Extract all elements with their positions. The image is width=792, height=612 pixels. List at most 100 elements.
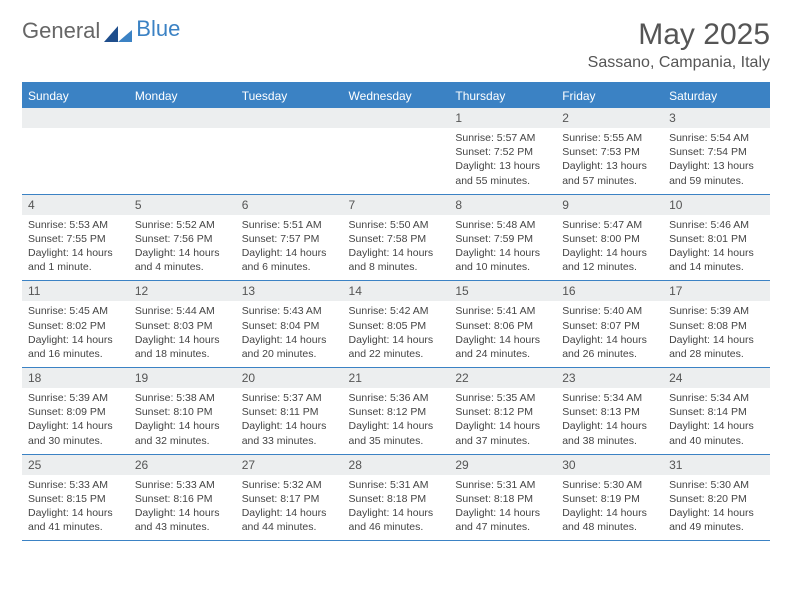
day-number: 8 — [449, 195, 556, 215]
day-number: 19 — [129, 368, 236, 388]
daylight-text: Daylight: 14 hours and 12 minutes. — [562, 246, 657, 274]
day-cell: Sunrise: 5:41 AMSunset: 8:06 PMDaylight:… — [449, 301, 556, 367]
sunrise-text: Sunrise: 5:35 AM — [455, 391, 550, 405]
day-number: 18 — [22, 368, 129, 388]
day-number: 6 — [236, 195, 343, 215]
day-number: 28 — [343, 455, 450, 475]
day-cell: Sunrise: 5:57 AMSunset: 7:52 PMDaylight:… — [449, 128, 556, 194]
day-number: 1 — [449, 108, 556, 128]
day-cell: Sunrise: 5:35 AMSunset: 8:12 PMDaylight:… — [449, 388, 556, 454]
day-cell: Sunrise: 5:30 AMSunset: 8:20 PMDaylight:… — [663, 475, 770, 541]
daylight-text: Daylight: 14 hours and 44 minutes. — [242, 506, 337, 534]
sunset-text: Sunset: 8:07 PM — [562, 319, 657, 333]
day-header: Wednesday — [343, 84, 450, 108]
sunset-text: Sunset: 8:11 PM — [242, 405, 337, 419]
daylight-text: Daylight: 14 hours and 14 minutes. — [669, 246, 764, 274]
content-row: Sunrise: 5:33 AMSunset: 8:15 PMDaylight:… — [22, 475, 770, 541]
day-cell: Sunrise: 5:30 AMSunset: 8:19 PMDaylight:… — [556, 475, 663, 541]
header: General Blue May 2025 Sassano, Campania,… — [22, 18, 770, 72]
daylight-text: Daylight: 13 hours and 59 minutes. — [669, 159, 764, 187]
day-header: Monday — [129, 84, 236, 108]
daylight-text: Daylight: 14 hours and 1 minute. — [28, 246, 123, 274]
sunrise-text: Sunrise: 5:45 AM — [28, 304, 123, 318]
daylight-text: Daylight: 14 hours and 22 minutes. — [349, 333, 444, 361]
sunset-text: Sunset: 8:19 PM — [562, 492, 657, 506]
sunrise-text: Sunrise: 5:43 AM — [242, 304, 337, 318]
daylight-text: Daylight: 13 hours and 57 minutes. — [562, 159, 657, 187]
day-number: 4 — [22, 195, 129, 215]
day-cell: Sunrise: 5:36 AMSunset: 8:12 PMDaylight:… — [343, 388, 450, 454]
day-number: 3 — [663, 108, 770, 128]
daylight-text: Daylight: 14 hours and 10 minutes. — [455, 246, 550, 274]
day-cell — [129, 128, 236, 194]
daylight-text: Daylight: 14 hours and 40 minutes. — [669, 419, 764, 447]
daynum-row: 11121314151617 — [22, 281, 770, 301]
sunrise-text: Sunrise: 5:30 AM — [562, 478, 657, 492]
sunset-text: Sunset: 8:18 PM — [455, 492, 550, 506]
week-row: 18192021222324Sunrise: 5:39 AMSunset: 8:… — [22, 368, 770, 455]
day-number: 22 — [449, 368, 556, 388]
day-cell — [236, 128, 343, 194]
sunrise-text: Sunrise: 5:39 AM — [669, 304, 764, 318]
day-number: 30 — [556, 455, 663, 475]
content-row: Sunrise: 5:53 AMSunset: 7:55 PMDaylight:… — [22, 215, 770, 281]
sunrise-text: Sunrise: 5:34 AM — [669, 391, 764, 405]
sunset-text: Sunset: 7:56 PM — [135, 232, 230, 246]
content-row: Sunrise: 5:45 AMSunset: 8:02 PMDaylight:… — [22, 301, 770, 367]
day-number: 31 — [663, 455, 770, 475]
sunrise-text: Sunrise: 5:31 AM — [455, 478, 550, 492]
title-block: May 2025 Sassano, Campania, Italy — [588, 18, 770, 72]
day-cell: Sunrise: 5:31 AMSunset: 8:18 PMDaylight:… — [449, 475, 556, 541]
sunrise-text: Sunrise: 5:39 AM — [28, 391, 123, 405]
sunrise-text: Sunrise: 5:53 AM — [28, 218, 123, 232]
day-number — [22, 108, 129, 128]
day-number: 17 — [663, 281, 770, 301]
content-row: Sunrise: 5:57 AMSunset: 7:52 PMDaylight:… — [22, 128, 770, 194]
day-number: 2 — [556, 108, 663, 128]
daynum-row: 25262728293031 — [22, 455, 770, 475]
day-cell: Sunrise: 5:33 AMSunset: 8:16 PMDaylight:… — [129, 475, 236, 541]
sunrise-text: Sunrise: 5:40 AM — [562, 304, 657, 318]
day-number: 16 — [556, 281, 663, 301]
day-number: 25 — [22, 455, 129, 475]
sunrise-text: Sunrise: 5:52 AM — [135, 218, 230, 232]
day-cell: Sunrise: 5:53 AMSunset: 7:55 PMDaylight:… — [22, 215, 129, 281]
sunset-text: Sunset: 8:08 PM — [669, 319, 764, 333]
logo-text-1: General — [22, 18, 100, 44]
day-number — [129, 108, 236, 128]
day-number: 21 — [343, 368, 450, 388]
sunrise-text: Sunrise: 5:42 AM — [349, 304, 444, 318]
day-cell: Sunrise: 5:46 AMSunset: 8:01 PMDaylight:… — [663, 215, 770, 281]
day-number: 27 — [236, 455, 343, 475]
sunrise-text: Sunrise: 5:48 AM — [455, 218, 550, 232]
day-cell: Sunrise: 5:37 AMSunset: 8:11 PMDaylight:… — [236, 388, 343, 454]
day-cell: Sunrise: 5:40 AMSunset: 8:07 PMDaylight:… — [556, 301, 663, 367]
day-header: Friday — [556, 84, 663, 108]
sunrise-text: Sunrise: 5:47 AM — [562, 218, 657, 232]
sunrise-text: Sunrise: 5:34 AM — [562, 391, 657, 405]
sunrise-text: Sunrise: 5:30 AM — [669, 478, 764, 492]
day-header-row: Sunday Monday Tuesday Wednesday Thursday… — [22, 84, 770, 108]
day-cell: Sunrise: 5:44 AMSunset: 8:03 PMDaylight:… — [129, 301, 236, 367]
sunrise-text: Sunrise: 5:31 AM — [349, 478, 444, 492]
week-row: 11121314151617Sunrise: 5:45 AMSunset: 8:… — [22, 281, 770, 368]
sunset-text: Sunset: 8:01 PM — [669, 232, 764, 246]
daylight-text: Daylight: 13 hours and 55 minutes. — [455, 159, 550, 187]
day-header: Sunday — [22, 84, 129, 108]
daylight-text: Daylight: 14 hours and 47 minutes. — [455, 506, 550, 534]
sunrise-text: Sunrise: 5:51 AM — [242, 218, 337, 232]
sunset-text: Sunset: 8:16 PM — [135, 492, 230, 506]
day-number: 23 — [556, 368, 663, 388]
sunrise-text: Sunrise: 5:55 AM — [562, 131, 657, 145]
daylight-text: Daylight: 14 hours and 6 minutes. — [242, 246, 337, 274]
day-number: 11 — [22, 281, 129, 301]
day-number — [236, 108, 343, 128]
week-row: 25262728293031Sunrise: 5:33 AMSunset: 8:… — [22, 455, 770, 542]
day-cell — [343, 128, 450, 194]
sunset-text: Sunset: 8:00 PM — [562, 232, 657, 246]
sunset-text: Sunset: 8:12 PM — [455, 405, 550, 419]
day-number: 24 — [663, 368, 770, 388]
day-number — [343, 108, 450, 128]
sunrise-text: Sunrise: 5:46 AM — [669, 218, 764, 232]
day-cell: Sunrise: 5:39 AMSunset: 8:09 PMDaylight:… — [22, 388, 129, 454]
